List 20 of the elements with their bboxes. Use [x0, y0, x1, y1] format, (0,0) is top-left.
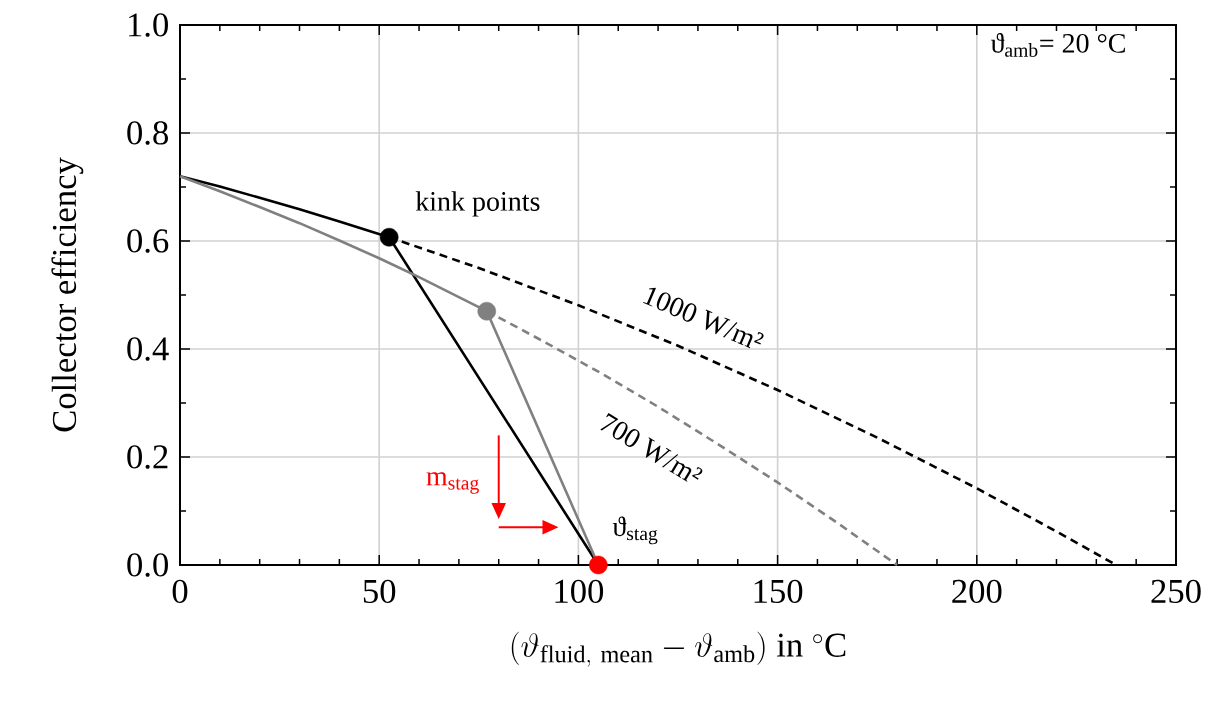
- annotation: m$_{stag}$: [426, 472, 479, 494]
- y-axis-title: Collector efficiency: [51, 157, 84, 432]
- y-tick-label: 0.4: [127, 337, 169, 361]
- annotation: 1000 W/m²: [643, 287, 764, 349]
- x-tick-label: 200: [952, 579, 1002, 604]
- x-tick-label: 100: [555, 579, 604, 604]
- annotation: kink points: [415, 191, 540, 217]
- annotation: ϑ$_{amb}$= 20 °C: [990, 33, 1125, 57]
- y-tick-label: 0.2: [127, 445, 168, 469]
- x-axis-title: $(\vartheta_{\mathrm{fluid,\ mean}} - \vartheta_{\mathrm{amb}})\ \mathrm{in}\ {}^{\circ}\mathrm{C}$: [511, 631, 846, 667]
- y-tick-label: 0.0: [127, 553, 168, 577]
- x-tick-label: 50: [363, 579, 396, 604]
- y-tick-label: 1.0: [129, 13, 168, 37]
- x-tick-label: 250: [1151, 579, 1201, 604]
- annotation: ϑ$_{stag}$: [612, 516, 658, 545]
- annotation: 700 W/m²: [600, 413, 703, 482]
- y-tick-label: 0.6: [127, 229, 169, 253]
- x-tick-label: 0: [172, 579, 188, 604]
- x-tick-label: 150: [754, 579, 803, 604]
- y-tick-label: 0.8: [127, 121, 168, 145]
